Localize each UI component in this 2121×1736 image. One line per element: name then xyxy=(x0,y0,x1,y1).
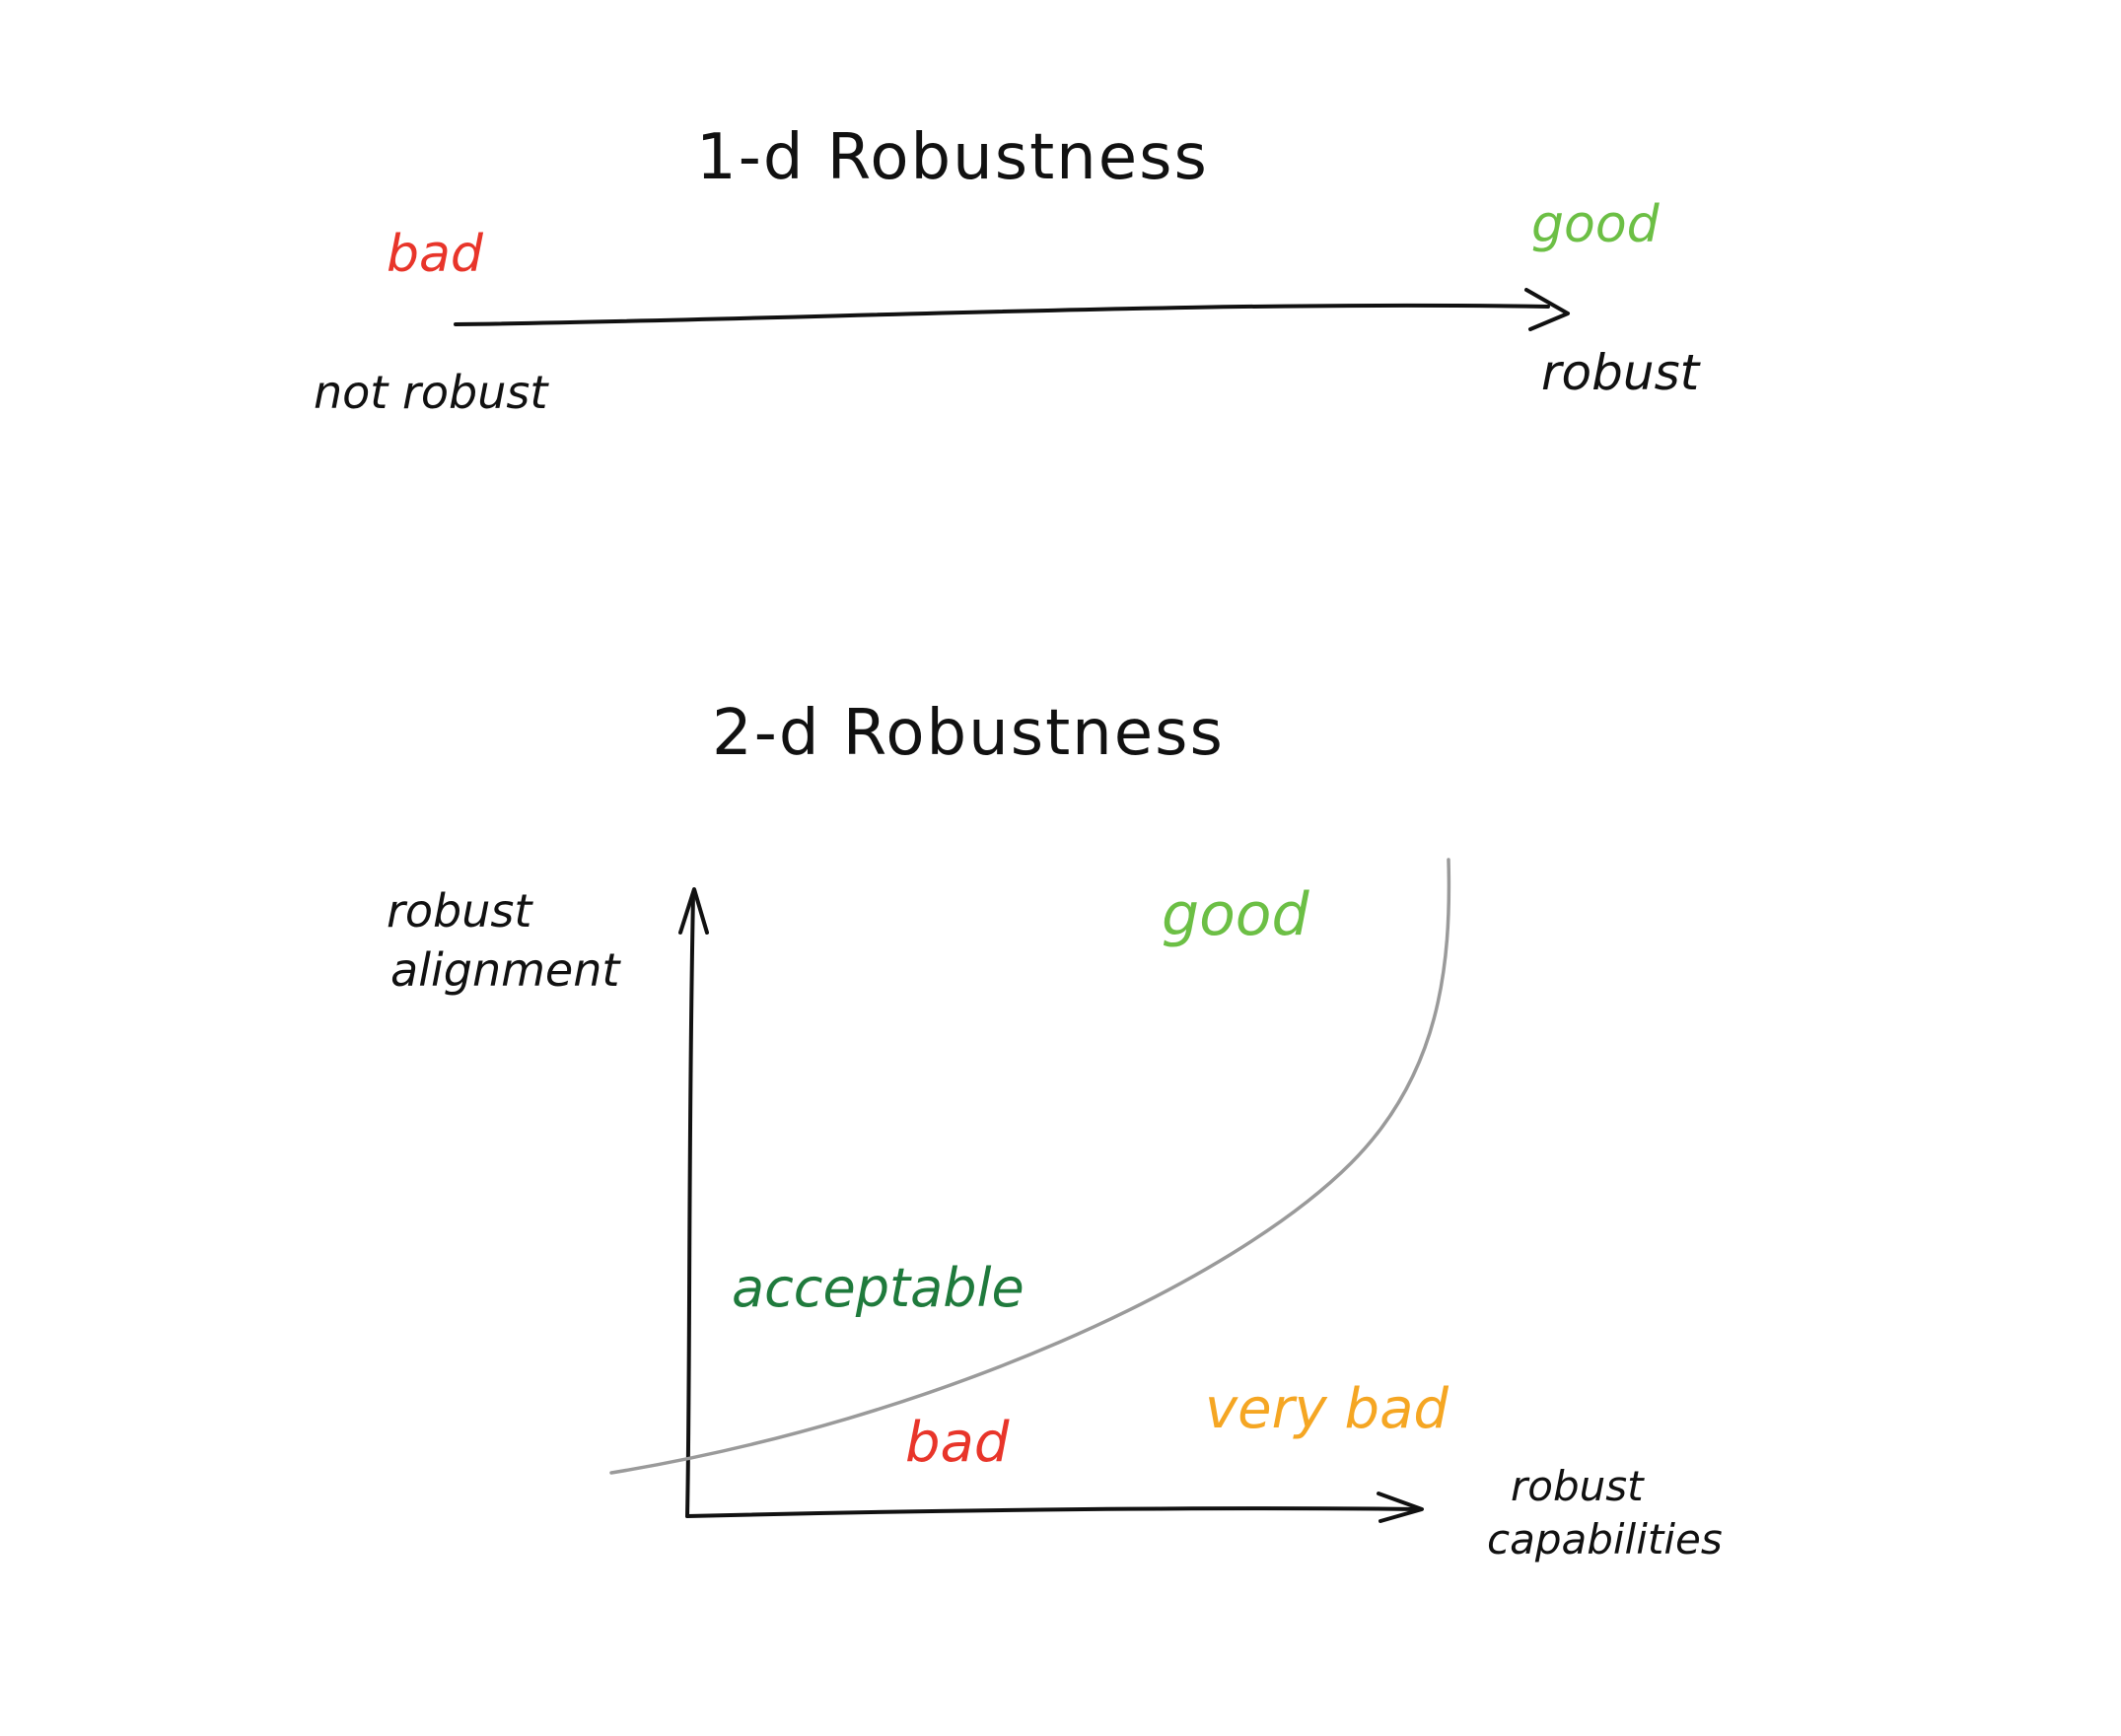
x-axis-arrowhead xyxy=(1377,1492,1424,1523)
region-bad-label: bad xyxy=(905,1411,1010,1475)
x-axis-line xyxy=(685,1506,1422,1518)
y-axis-line xyxy=(685,893,695,1518)
y-axis-label-line1: robust xyxy=(387,884,532,937)
region-good-label: good xyxy=(1162,880,1309,949)
y-axis-arrowhead xyxy=(678,887,709,935)
region-acceptable-label: acceptable xyxy=(732,1257,1025,1319)
one-d-axis-arrowhead xyxy=(1524,288,1570,331)
x-axis-label-line1: robust xyxy=(1511,1462,1644,1510)
boundary-curve xyxy=(609,858,1451,1475)
two-d-title: 2-d Robustness xyxy=(712,697,1225,770)
x-axis-label-line2: capabilities xyxy=(1487,1515,1723,1563)
one-d-not-robust-label: not robust xyxy=(314,366,548,419)
one-d-bad-label: bad xyxy=(387,225,483,284)
one-d-good-label: good xyxy=(1531,195,1660,254)
region-very-bad-label: very bad xyxy=(1205,1377,1449,1441)
one-d-robust-label: robust xyxy=(1541,344,1700,401)
one-d-title: 1-d Robustness xyxy=(696,121,1209,194)
one-d-axis-line xyxy=(454,303,1550,326)
y-axis-label-line2: alignment xyxy=(390,943,620,997)
